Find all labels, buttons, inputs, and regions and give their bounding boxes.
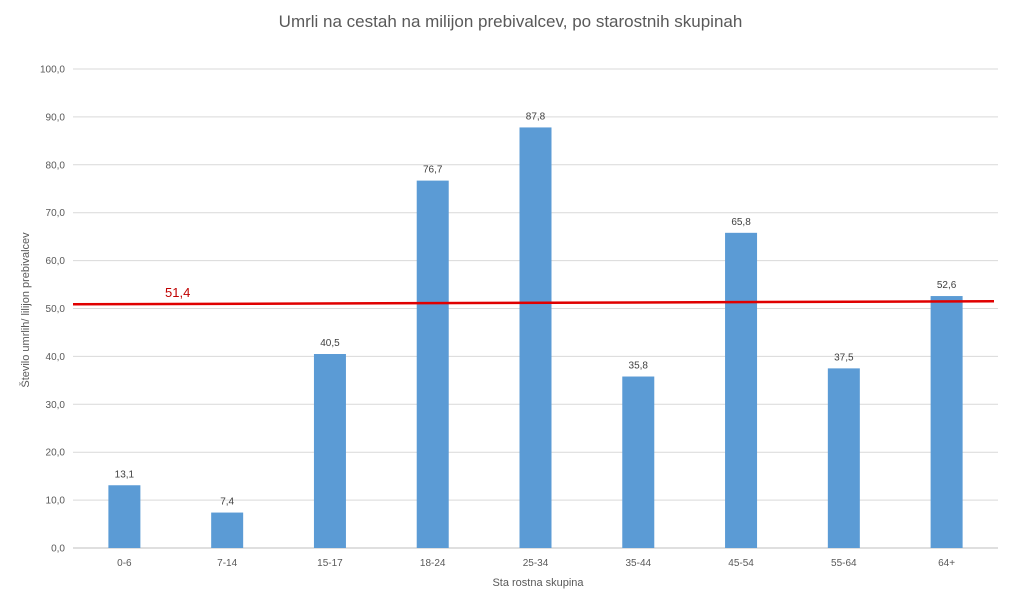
bar [313,354,346,548]
bar [622,376,655,548]
y-tick-label: 20,0 [46,448,66,459]
x-tick-label: 0-6 [117,558,132,569]
y-tick-label: 0,0 [51,544,65,555]
y-tick-label: 100,0 [40,65,65,76]
chart-title: Umrli na cestah na milijon prebivalcev, … [278,12,743,31]
bar [416,180,449,548]
x-tick-label: 15-17 [317,558,343,569]
average-line [72,300,995,306]
data-label: 40,5 [320,338,340,349]
x-tick-label: 18-24 [420,558,446,569]
y-tick-label: 50,0 [46,304,66,315]
data-label: 76,7 [423,165,443,176]
average-line-label: 51,4 [165,285,190,300]
x-tick-label: 55-64 [831,558,857,569]
data-label: 35,8 [629,361,649,372]
bar [827,368,860,548]
y-tick-label: 90,0 [46,112,66,123]
y-tick-label: 60,0 [46,256,66,267]
bar [519,127,552,549]
x-tick-label: 64+ [938,558,955,569]
x-axis-title: Sta rostna skupina [492,577,584,589]
x-tick-label: 7-14 [217,558,237,569]
x-tick-label: 25-34 [523,558,549,569]
data-label: 52,6 [937,280,957,291]
x-tick-label: 35-44 [625,558,651,569]
data-label: 65,8 [731,217,751,228]
bar [725,232,758,548]
data-label: 37,5 [834,352,854,363]
y-tick-label: 80,0 [46,160,66,171]
y-tick-label: 70,0 [46,208,66,219]
bar [930,296,963,548]
data-label: 13,1 [115,469,135,480]
data-label: 7,4 [220,497,234,508]
data-label: 87,8 [526,111,546,122]
bar [211,512,244,548]
x-tick-label: 45-54 [728,558,754,569]
y-tick-label: 40,0 [46,352,66,363]
y-tick-label: 10,0 [46,496,66,507]
bar [108,485,141,548]
y-tick-label: 30,0 [46,400,66,411]
